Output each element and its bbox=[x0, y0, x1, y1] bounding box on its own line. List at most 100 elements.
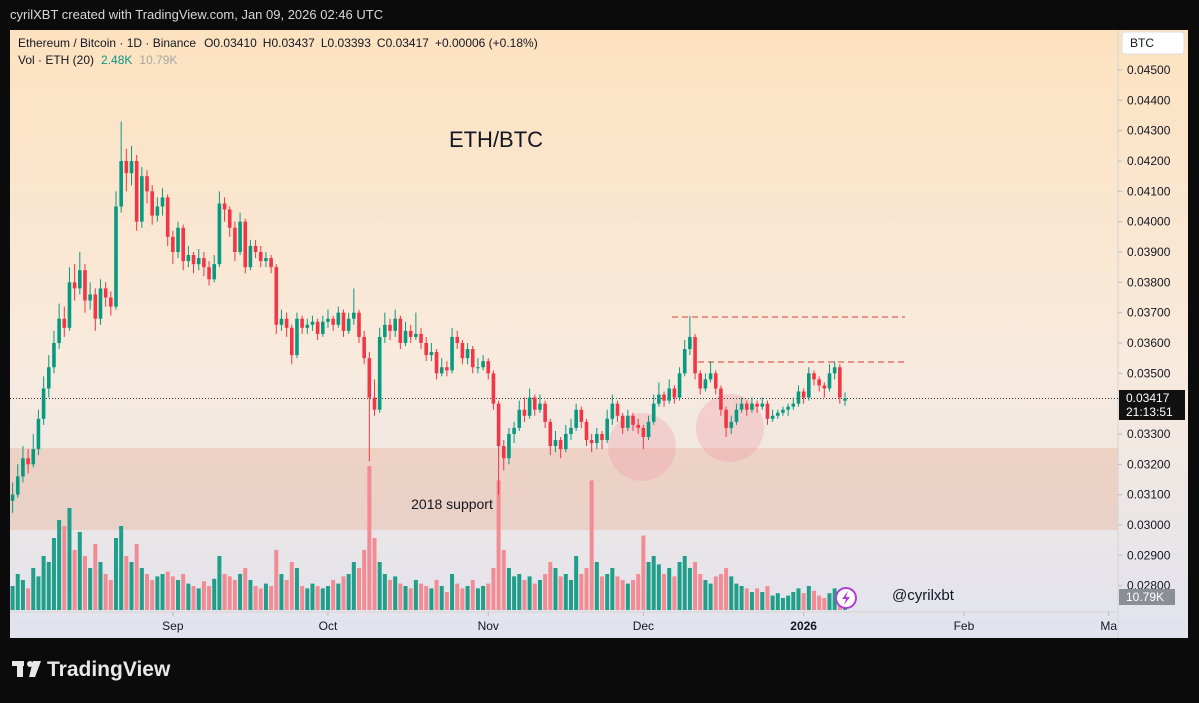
volume-bar bbox=[191, 586, 196, 610]
candle-body bbox=[553, 440, 558, 447]
candle-body bbox=[15, 476, 20, 495]
volume-bar bbox=[729, 576, 734, 610]
volume-bar bbox=[377, 562, 382, 610]
candle-body bbox=[796, 391, 801, 404]
candle-body bbox=[279, 318, 284, 325]
volume-bar bbox=[388, 580, 393, 610]
candle-body bbox=[31, 449, 36, 465]
volume-bar bbox=[450, 574, 455, 610]
candle-body bbox=[512, 427, 516, 434]
brand-logo bbox=[29, 661, 41, 677]
volume-bar bbox=[279, 574, 284, 610]
volume-bar bbox=[186, 583, 191, 610]
volume-bar bbox=[568, 580, 573, 610]
volume-box bbox=[1119, 589, 1175, 605]
volume-bar bbox=[662, 574, 667, 610]
y-tick-label: 0.03700 bbox=[1127, 306, 1171, 320]
candle-body bbox=[300, 318, 304, 328]
volume-bar bbox=[801, 593, 806, 610]
volume-bar bbox=[620, 580, 625, 610]
volume-bar bbox=[26, 588, 31, 610]
volume-bar bbox=[429, 588, 434, 610]
candle-body bbox=[36, 418, 41, 450]
candle-body bbox=[274, 267, 279, 325]
candle-body bbox=[698, 373, 703, 389]
volume-bar bbox=[320, 588, 325, 610]
volume-bar bbox=[486, 583, 491, 610]
high-label: H0.03437 bbox=[263, 36, 315, 50]
volume-bar bbox=[227, 576, 232, 610]
volume-bar bbox=[610, 568, 615, 610]
watermark: @cyrilxbt bbox=[892, 587, 955, 604]
volume-bar bbox=[196, 588, 201, 610]
candle-body bbox=[310, 321, 315, 325]
volume-bar bbox=[718, 574, 723, 610]
support-zone bbox=[10, 448, 1118, 530]
volume-bar bbox=[113, 538, 118, 610]
y-tick-label: 0.04100 bbox=[1127, 184, 1171, 198]
candle-body bbox=[114, 206, 118, 307]
brand-logo bbox=[27, 661, 33, 667]
volume-bar bbox=[248, 580, 253, 610]
volume-bar bbox=[656, 564, 661, 610]
candle-body bbox=[21, 458, 25, 477]
candle-body bbox=[543, 403, 547, 422]
volume-bar bbox=[527, 576, 532, 610]
volume-bar bbox=[160, 574, 165, 610]
volume-bar bbox=[775, 593, 780, 610]
volume-bar bbox=[305, 588, 310, 610]
candle-body bbox=[507, 433, 511, 459]
volume-bar bbox=[496, 480, 501, 610]
candle-body bbox=[212, 264, 217, 280]
candle-body bbox=[522, 409, 527, 416]
candle-body bbox=[140, 176, 144, 222]
brand-name: TradingView bbox=[47, 658, 171, 681]
candle-body bbox=[145, 176, 149, 192]
currency-button[interactable] bbox=[1121, 31, 1185, 55]
candle-body bbox=[620, 415, 625, 428]
volume-bar bbox=[10, 586, 15, 610]
caption: cyrilXBT created with TradingView.com, J… bbox=[10, 7, 383, 22]
y-tick-label: 0.04300 bbox=[1127, 124, 1171, 138]
last-price: 0.03417 bbox=[1126, 391, 1170, 405]
volume-bar bbox=[150, 580, 155, 610]
candle-body bbox=[501, 446, 506, 459]
highlight-circle bbox=[696, 394, 764, 462]
chart-background bbox=[10, 30, 1188, 638]
volume-bar bbox=[181, 574, 186, 610]
candle-body bbox=[569, 427, 573, 434]
volume-bar bbox=[310, 583, 315, 610]
candle-body bbox=[362, 336, 366, 359]
chart-title: ETH/BTC bbox=[449, 127, 543, 152]
candle-body bbox=[517, 409, 522, 428]
volume-bar bbox=[822, 598, 827, 610]
candle-body bbox=[414, 333, 418, 337]
candle-body bbox=[129, 161, 134, 174]
candle-body bbox=[134, 161, 139, 222]
volume-bar bbox=[491, 568, 496, 610]
candle-body bbox=[171, 236, 175, 253]
volume-bar bbox=[165, 571, 170, 610]
candle-body bbox=[527, 397, 532, 416]
candle-body bbox=[10, 494, 15, 501]
volume-bar bbox=[36, 576, 41, 610]
volume-bar bbox=[672, 576, 677, 610]
candle-body bbox=[465, 349, 470, 359]
open-label: O0.03410 bbox=[204, 36, 257, 50]
candle-body bbox=[207, 267, 211, 280]
volume-bar bbox=[481, 586, 486, 610]
volume-bar bbox=[212, 578, 217, 610]
volume-bar bbox=[832, 588, 837, 610]
candle-body bbox=[429, 352, 434, 356]
candle-body bbox=[838, 367, 842, 398]
volume-bar bbox=[325, 586, 330, 610]
volume-bar bbox=[532, 583, 537, 610]
candle-body bbox=[315, 321, 320, 334]
candle-body bbox=[77, 270, 82, 289]
highlight-circle bbox=[608, 413, 676, 481]
candle-body bbox=[646, 421, 651, 438]
candle-body bbox=[196, 258, 201, 265]
volume-bar bbox=[724, 568, 729, 610]
volume-bar bbox=[403, 586, 408, 610]
volume-bar bbox=[553, 568, 558, 610]
